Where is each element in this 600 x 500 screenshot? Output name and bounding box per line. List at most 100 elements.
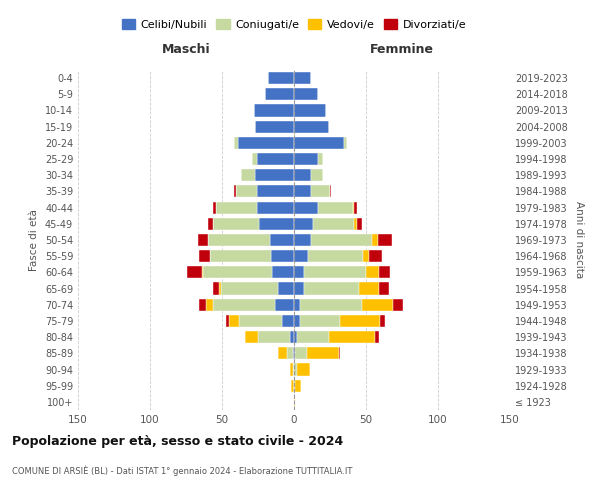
Legend: Celibi/Nubili, Coniugati/e, Vedovi/e, Divorziati/e: Celibi/Nubili, Coniugati/e, Vedovi/e, Di… <box>118 14 470 34</box>
Bar <box>219 282 221 294</box>
Bar <box>265 88 294 101</box>
Bar <box>214 202 216 213</box>
Bar <box>355 202 358 213</box>
Bar <box>362 298 394 311</box>
Bar <box>304 266 366 278</box>
Bar <box>311 186 330 198</box>
Bar <box>233 186 236 198</box>
Bar <box>202 266 203 278</box>
Bar <box>211 250 271 262</box>
Bar <box>294 120 329 132</box>
Bar <box>268 72 294 84</box>
Bar <box>307 348 338 360</box>
Bar <box>294 396 295 408</box>
Bar <box>355 218 358 230</box>
Bar <box>238 137 294 149</box>
Bar <box>359 282 379 294</box>
Bar <box>295 380 301 392</box>
Bar <box>294 282 304 294</box>
Bar <box>278 282 294 294</box>
Bar <box>293 348 294 360</box>
Bar <box>203 266 272 278</box>
Bar <box>294 364 297 376</box>
Text: Popolazione per età, sesso e stato civile - 2024: Popolazione per età, sesso e stato civil… <box>12 435 343 448</box>
Bar <box>241 169 255 181</box>
Bar <box>330 186 331 198</box>
Bar <box>295 348 307 360</box>
Bar <box>366 266 379 278</box>
Bar <box>236 186 257 198</box>
Bar <box>358 218 362 230</box>
Bar <box>259 218 294 230</box>
Bar <box>294 88 319 101</box>
Bar <box>271 250 294 262</box>
Bar <box>319 202 353 213</box>
Bar <box>214 298 275 311</box>
Bar <box>329 331 374 343</box>
Bar <box>291 380 294 392</box>
Bar <box>294 234 311 246</box>
Bar <box>245 331 258 343</box>
Bar <box>379 282 389 294</box>
Bar <box>294 348 295 360</box>
Bar <box>294 137 344 149</box>
Bar <box>363 250 369 262</box>
Bar <box>206 298 214 311</box>
Bar <box>300 315 340 327</box>
Bar <box>294 315 300 327</box>
Text: Maschi: Maschi <box>161 44 211 57</box>
Bar <box>269 234 294 246</box>
Bar <box>258 331 290 343</box>
Bar <box>372 234 377 246</box>
Bar <box>221 282 278 294</box>
Bar <box>294 298 300 311</box>
Bar <box>257 202 294 213</box>
Bar <box>214 282 219 294</box>
Bar <box>294 202 319 213</box>
Y-axis label: Anni di nascita: Anni di nascita <box>574 202 584 278</box>
Bar <box>226 315 229 327</box>
Bar <box>199 250 211 262</box>
Bar <box>293 364 294 376</box>
Bar <box>338 348 340 360</box>
Bar <box>319 153 323 165</box>
Bar <box>311 234 372 246</box>
Bar <box>377 234 392 246</box>
Bar <box>199 298 206 311</box>
Bar <box>290 364 293 376</box>
Bar <box>239 315 283 327</box>
Bar <box>353 202 355 213</box>
Bar <box>294 186 311 198</box>
Bar <box>313 218 355 230</box>
Bar <box>294 250 308 262</box>
Y-axis label: Fasce di età: Fasce di età <box>29 209 39 271</box>
Bar <box>278 348 287 360</box>
Bar <box>290 331 294 343</box>
Bar <box>257 153 294 165</box>
Text: Femmine: Femmine <box>370 44 434 57</box>
Bar <box>294 266 304 278</box>
Bar <box>369 250 382 262</box>
Bar <box>255 120 294 132</box>
Bar <box>255 169 294 181</box>
Bar <box>197 234 208 246</box>
Bar <box>300 298 362 311</box>
Text: COMUNE DI ARSIÈ (BL) - Dati ISTAT 1° gennaio 2024 - Elaborazione TUTTITALIA.IT: COMUNE DI ARSIÈ (BL) - Dati ISTAT 1° gen… <box>12 465 352 475</box>
Bar <box>257 186 294 198</box>
Bar <box>252 153 257 165</box>
Bar <box>229 315 239 327</box>
Bar <box>380 315 385 327</box>
Bar <box>294 153 319 165</box>
Bar <box>233 137 238 149</box>
Bar <box>379 266 391 278</box>
Bar <box>340 315 380 327</box>
Bar <box>287 348 293 360</box>
Bar <box>394 298 403 311</box>
Bar <box>297 331 329 343</box>
Bar <box>294 169 311 181</box>
Bar <box>214 218 259 230</box>
Bar <box>294 218 313 230</box>
Bar <box>294 331 297 343</box>
Bar <box>344 137 347 149</box>
Bar <box>216 202 257 213</box>
